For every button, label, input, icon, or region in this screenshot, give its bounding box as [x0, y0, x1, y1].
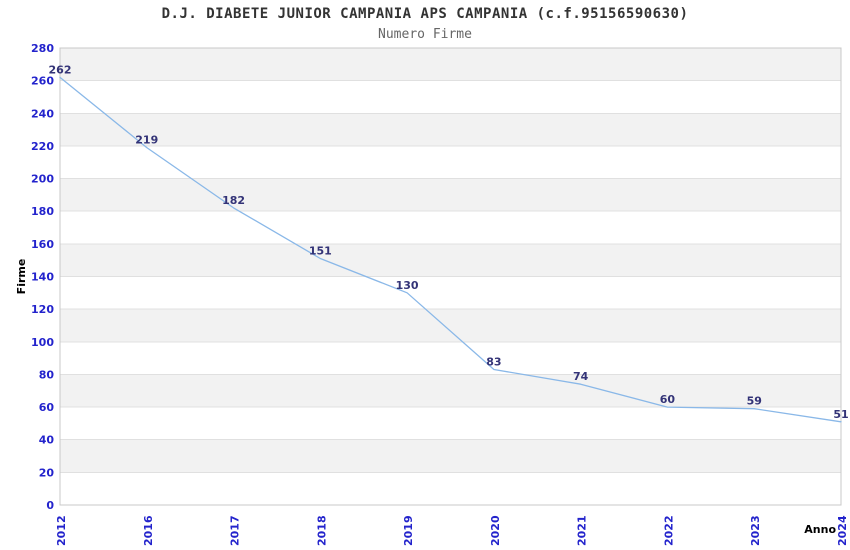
chart-band [60, 374, 841, 408]
x-tick-label: 2024 [836, 515, 849, 546]
x-tick-label: 2019 [402, 515, 415, 546]
y-tick-label: 280 [31, 42, 54, 55]
x-tick-label: 2012 [55, 515, 68, 546]
x-tick-label: 2023 [749, 515, 762, 546]
x-tick-label: 2022 [662, 515, 675, 546]
data-point-label: 60 [660, 393, 676, 406]
y-tick-label: 0 [46, 499, 54, 512]
chart-band [60, 113, 841, 146]
y-tick-label: 220 [31, 140, 54, 153]
x-tick-label: 2018 [315, 515, 328, 546]
data-point-label: 262 [49, 63, 72, 76]
x-axis-label: Anno [804, 523, 836, 536]
data-point-label: 74 [573, 370, 589, 383]
chart-band [60, 309, 841, 342]
y-tick-label: 100 [31, 336, 54, 349]
x-tick-label: 2021 [576, 515, 589, 546]
chart-band [60, 439, 841, 473]
x-tick-label: 2016 [142, 515, 155, 546]
data-point-label: 219 [135, 134, 158, 147]
data-line [59, 76, 842, 423]
data-point-label: 51 [833, 408, 848, 421]
y-tick-label: 80 [39, 368, 55, 381]
data-point-label: 151 [309, 245, 332, 258]
y-tick-label: 20 [39, 466, 55, 479]
data-point-label: 83 [486, 356, 501, 369]
chart-subtitle: Numero Firme [378, 27, 472, 42]
y-tick-label: 40 [39, 434, 55, 447]
data-point-label: 130 [396, 279, 419, 292]
y-tick-label: 180 [31, 205, 54, 218]
y-tick-label: 160 [31, 238, 54, 251]
chart-band [60, 48, 841, 81]
y-tick-label: 200 [31, 173, 54, 186]
x-tick-label: 2017 [229, 515, 242, 546]
data-point-label: 59 [747, 395, 762, 408]
y-axis-label: Firme [15, 259, 28, 295]
plot-border [59, 47, 842, 506]
y-tick-label: 60 [39, 401, 55, 414]
y-tick-label: 260 [31, 75, 54, 88]
chart-band [60, 243, 841, 277]
data-point-label: 182 [222, 194, 245, 207]
x-tick-label: 2020 [489, 515, 502, 546]
y-tick-label: 240 [31, 107, 54, 120]
y-tick-label: 140 [31, 271, 54, 284]
y-tick-label: 120 [31, 303, 54, 316]
chart-title: D.J. DIABETE JUNIOR CAMPANIA APS CAMPANI… [161, 6, 689, 22]
chart-band [60, 178, 841, 212]
